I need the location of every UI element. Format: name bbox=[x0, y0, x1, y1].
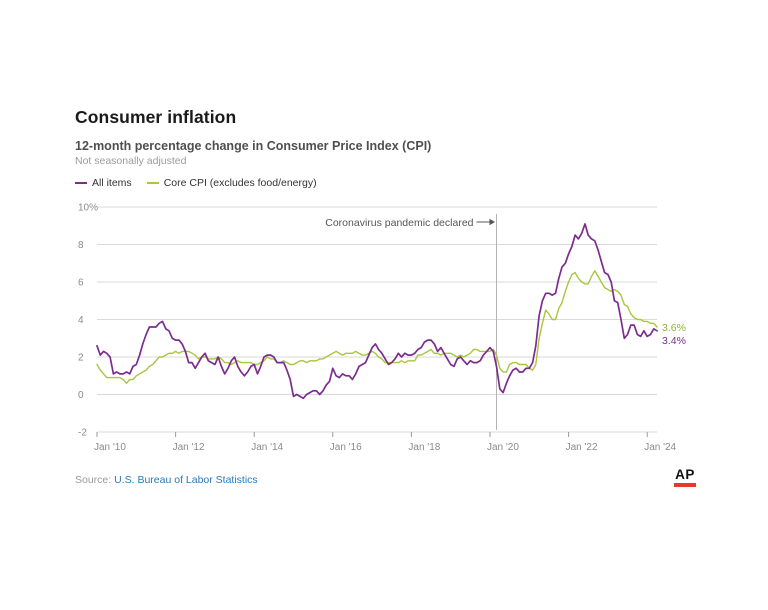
end-value-label: 3.6% bbox=[662, 322, 686, 334]
ap-logo-text: AP bbox=[675, 467, 695, 482]
y-axis-tick-label: 6 bbox=[78, 278, 84, 289]
chart-subtitle: 12-month percentage change in Consumer P… bbox=[75, 139, 432, 153]
legend-label-all-items: All items bbox=[92, 177, 132, 189]
y-axis-tick-label: 0 bbox=[78, 390, 84, 401]
source-link[interactable]: U.S. Bureau of Labor Statistics bbox=[114, 474, 258, 486]
x-axis-tick-label: Jan '12 bbox=[173, 442, 205, 453]
x-axis-tick-label: Jan '16 bbox=[330, 442, 362, 453]
source-prefix: Source: bbox=[75, 474, 112, 486]
legend-item-all-items: All items bbox=[75, 177, 132, 189]
x-axis-tick-label: Jan '22 bbox=[566, 442, 598, 453]
y-axis-tick-label: -2 bbox=[78, 428, 87, 439]
source-line: Source: U.S. Bureau of Labor Statistics bbox=[75, 474, 258, 486]
y-axis-tick-label: 8 bbox=[78, 240, 84, 251]
x-axis-tick-label: Jan '24 bbox=[644, 442, 676, 453]
annotation-text: Coronavirus pandemic declared bbox=[325, 217, 473, 229]
core-cpi-line-swatch bbox=[146, 182, 159, 184]
series-line-core-cpi-excludes-food-energy bbox=[96, 270, 658, 384]
legend-item-core-cpi: Core CPI (excludes food/energy) bbox=[146, 177, 317, 189]
chart-note: Not seasonally adjusted bbox=[75, 155, 187, 167]
legend-label-core-cpi: Core CPI (excludes food/energy) bbox=[163, 177, 317, 189]
ap-logo: AP bbox=[674, 468, 696, 487]
end-value-label: 3.4% bbox=[662, 335, 686, 347]
y-axis-tick-label: 4 bbox=[78, 315, 84, 326]
page-title: Consumer inflation bbox=[75, 107, 237, 127]
ap-logo-red-bar bbox=[674, 483, 696, 487]
annotation-arrowhead bbox=[489, 218, 495, 226]
legend: All items Core CPI (excludes food/energy… bbox=[75, 177, 317, 189]
x-axis-tick-label: Jan '18 bbox=[408, 442, 440, 453]
x-axis-tick-label: Jan '14 bbox=[251, 442, 283, 453]
all-items-line-swatch bbox=[75, 182, 87, 184]
series-line-all-items bbox=[96, 223, 658, 400]
x-axis-tick-label: Jan '20 bbox=[487, 442, 519, 453]
y-axis-tick-label: 2 bbox=[78, 353, 84, 364]
x-axis-tick-label: Jan '10 bbox=[94, 442, 126, 453]
y-axis-tick-label: 10% bbox=[78, 203, 98, 214]
